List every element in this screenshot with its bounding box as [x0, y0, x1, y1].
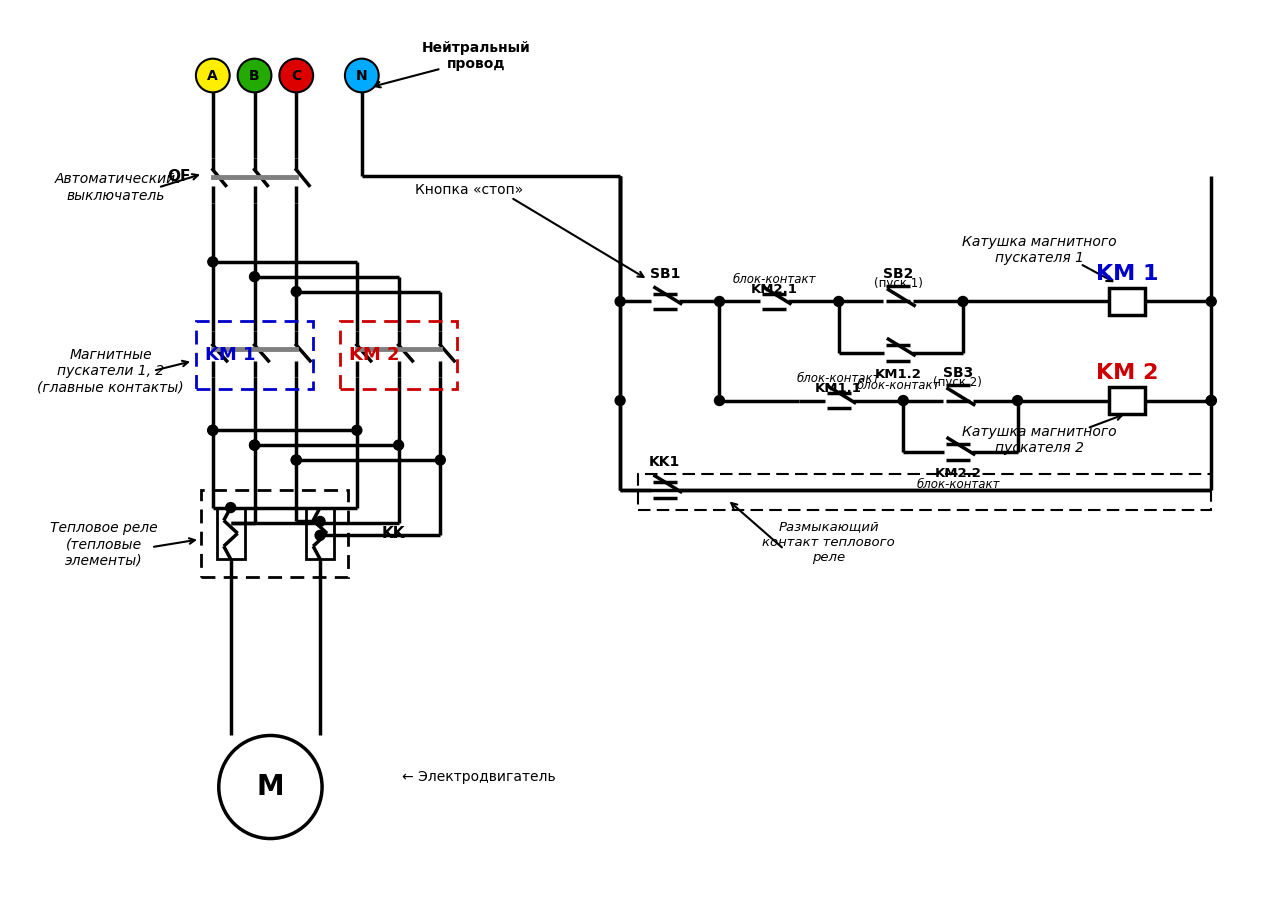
- Circle shape: [208, 257, 218, 267]
- Text: KM 1: KM 1: [1096, 263, 1158, 284]
- Circle shape: [291, 455, 301, 465]
- Text: N: N: [356, 68, 368, 83]
- Circle shape: [315, 517, 326, 527]
- Text: KM2.2: KM2.2: [935, 467, 981, 481]
- Circle shape: [345, 59, 379, 92]
- Text: Тепловое реле
(тепловые
элементы): Тепловое реле (тепловые элементы): [50, 521, 157, 567]
- Circle shape: [226, 503, 236, 512]
- Bar: [1108, 287, 1144, 315]
- Circle shape: [1207, 297, 1216, 307]
- Text: блок-контакт: блок-контакт: [916, 478, 1000, 491]
- Text: KK1: KK1: [649, 455, 681, 469]
- Circle shape: [249, 272, 259, 282]
- Circle shape: [352, 426, 361, 436]
- Text: блок-контакт: блок-контакт: [732, 274, 816, 286]
- Text: KM2.1: KM2.1: [751, 283, 798, 296]
- Circle shape: [1207, 396, 1216, 405]
- Text: KK: KK: [382, 526, 405, 541]
- Text: KM 2: KM 2: [1096, 363, 1158, 383]
- Text: SB3: SB3: [942, 366, 973, 379]
- Circle shape: [315, 530, 326, 541]
- Circle shape: [291, 286, 301, 297]
- Circle shape: [715, 297, 724, 307]
- Circle shape: [898, 396, 908, 405]
- Text: Кнопка «стоп»: Кнопка «стоп»: [415, 183, 524, 197]
- Text: Автоматический
выключатель: Автоматический выключатель: [55, 172, 176, 203]
- Text: C: C: [291, 68, 301, 83]
- Text: (пуск 1): (пуск 1): [873, 277, 923, 290]
- Text: блок-контакт: блок-контакт: [797, 372, 880, 385]
- Circle shape: [291, 455, 301, 465]
- Text: KM1.2: KM1.2: [875, 368, 922, 381]
- Bar: [1108, 387, 1144, 414]
- Circle shape: [208, 426, 218, 436]
- Circle shape: [238, 59, 272, 92]
- Text: ← Электродвигатель: ← Электродвигатель: [401, 770, 555, 784]
- Text: Катушка магнитного
пускателя 1: Катушка магнитного пускателя 1: [962, 235, 1116, 265]
- Circle shape: [1013, 396, 1023, 405]
- Circle shape: [249, 440, 259, 450]
- Circle shape: [834, 297, 844, 307]
- Text: KM1.1: KM1.1: [815, 382, 862, 395]
- Text: Катушка магнитного
пускателя 2: Катушка магнитного пускателя 2: [962, 426, 1116, 455]
- Text: KM 2: KM 2: [350, 346, 400, 364]
- Circle shape: [616, 396, 624, 405]
- Text: блок-контакт: блок-контакт: [857, 379, 940, 392]
- Text: (пуск 2): (пуск 2): [933, 376, 982, 390]
- Text: KM 1: KM 1: [206, 346, 255, 364]
- Circle shape: [715, 396, 724, 405]
- Circle shape: [616, 297, 624, 307]
- Circle shape: [280, 59, 313, 92]
- Bar: [217, 507, 245, 559]
- Text: B: B: [249, 68, 259, 83]
- Text: Размыкающий
контакт теплового
реле: Размыкающий контакт теплового реле: [762, 520, 895, 564]
- Circle shape: [249, 440, 259, 450]
- Circle shape: [393, 440, 404, 450]
- Bar: [306, 507, 335, 559]
- Circle shape: [218, 736, 322, 838]
- Text: Магнитные
пускатели 1, 2
(главные контакты): Магнитные пускатели 1, 2 (главные контак…: [37, 347, 184, 394]
- Circle shape: [435, 455, 446, 465]
- Circle shape: [195, 59, 230, 92]
- Text: SB2: SB2: [884, 267, 913, 281]
- Text: Нейтральный
провод: Нейтральный провод: [421, 41, 530, 71]
- Text: SB1: SB1: [650, 267, 681, 281]
- Circle shape: [208, 426, 218, 436]
- Text: QF: QF: [167, 169, 192, 184]
- Text: A: A: [207, 68, 218, 83]
- Circle shape: [1207, 396, 1216, 405]
- Circle shape: [958, 297, 968, 307]
- Text: М: М: [257, 773, 285, 801]
